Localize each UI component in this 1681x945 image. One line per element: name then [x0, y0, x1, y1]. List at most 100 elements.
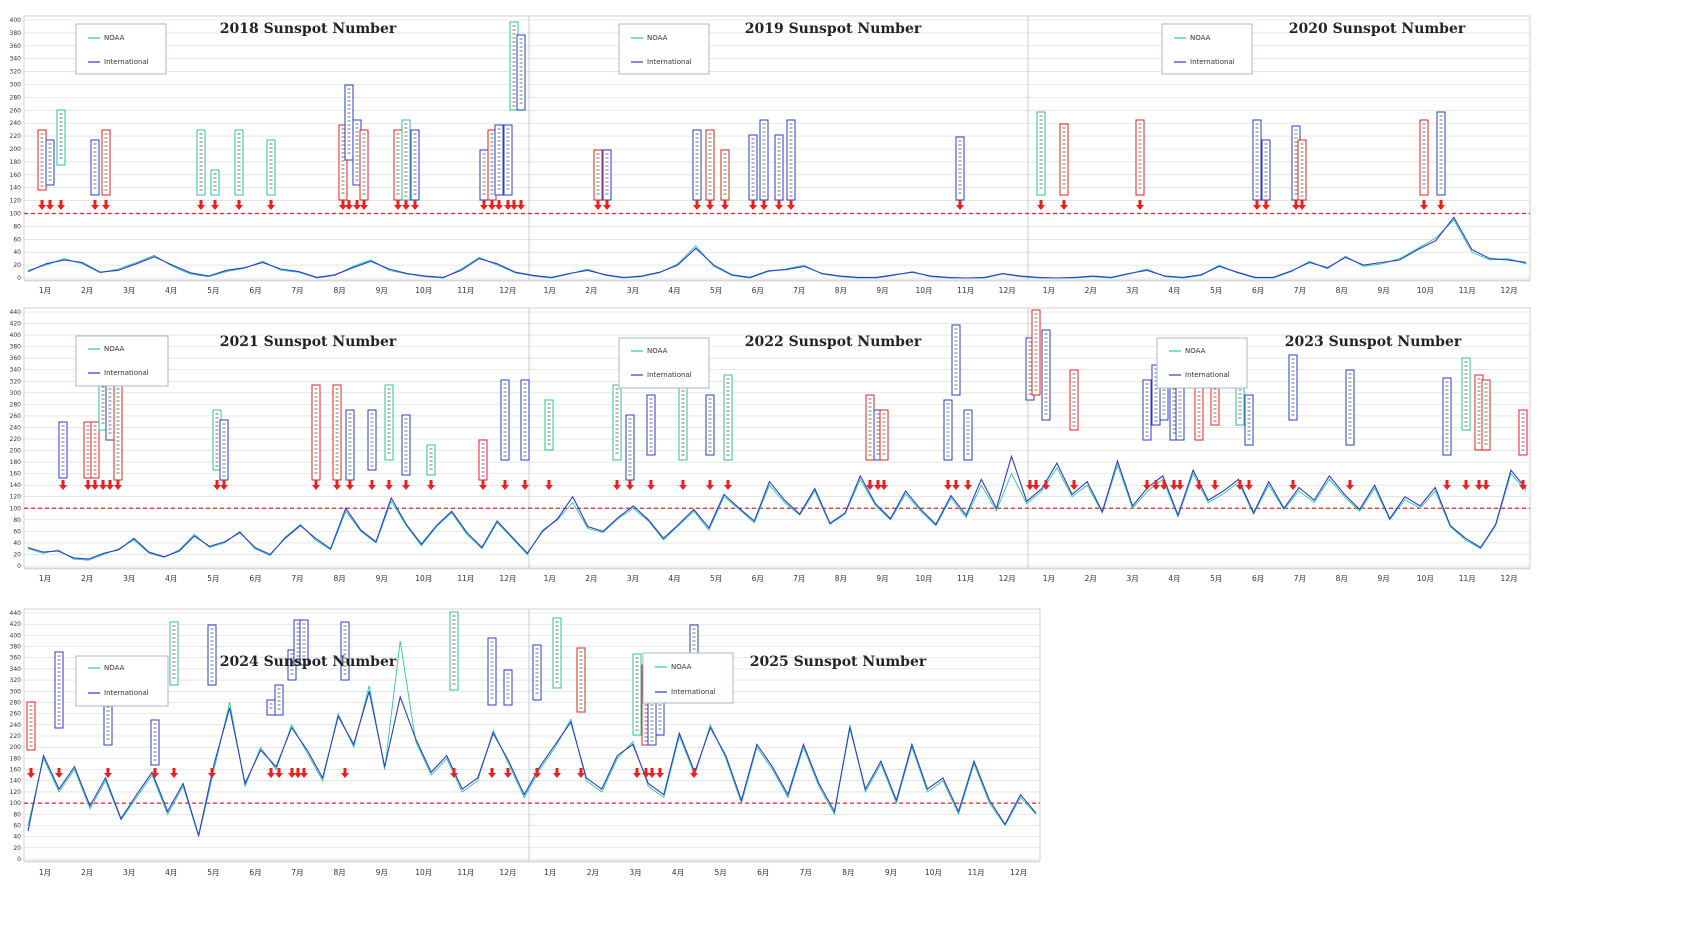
event-arrow-icon — [633, 768, 641, 778]
y-tick-label: 120 — [10, 789, 22, 796]
month-label: 9月 — [876, 574, 888, 583]
y-tick-label: 420 — [10, 621, 22, 628]
event-arrow-icon — [533, 768, 541, 778]
month-label: 7月 — [793, 286, 805, 295]
y-tick-label: 160 — [10, 471, 22, 478]
month-label: 12月 — [1501, 574, 1518, 583]
legend-international-label: International — [104, 689, 149, 697]
legend-2021: NOAA International — [75, 335, 169, 387]
event-arrow-icon — [1195, 480, 1203, 490]
y-tick-label: 80 — [13, 517, 21, 524]
event-annotation-box — [426, 444, 436, 476]
event-arrow-icon — [102, 200, 110, 210]
y-tick-label: 200 — [10, 744, 22, 751]
event-arrow-icon — [1262, 200, 1270, 210]
y-tick-label: 20 — [13, 551, 21, 558]
month-label: 1月 — [544, 286, 556, 295]
event-arrow-icon — [211, 200, 219, 210]
event-annotation-box — [384, 384, 394, 461]
event-arrow-icon — [114, 480, 122, 490]
event-annotation-box — [219, 419, 229, 481]
y-tick-label: 180 — [10, 159, 22, 166]
event-arrow-icon — [501, 480, 509, 490]
y-tick-label: 320 — [10, 677, 22, 684]
y-tick-label: 200 — [10, 448, 22, 455]
month-label: 6月 — [249, 868, 261, 877]
event-arrow-icon — [267, 200, 275, 210]
month-label: 8月 — [333, 574, 345, 583]
month-label: 8月 — [842, 868, 854, 877]
event-arrow-icon — [749, 200, 757, 210]
month-label: 11月 — [1459, 286, 1476, 295]
event-arrow-icon — [213, 480, 221, 490]
y-tick-label: 340 — [10, 56, 22, 63]
legend-2018: NOAA International — [75, 23, 167, 75]
month-label: 9月 — [376, 286, 388, 295]
month-label: 10月 — [1417, 286, 1434, 295]
event-annotation-box — [234, 129, 244, 196]
month-label: 6月 — [752, 574, 764, 583]
event-arrow-icon — [1443, 480, 1451, 490]
event-annotation-box — [865, 394, 875, 461]
month-label: 2月 — [585, 574, 597, 583]
event-arrow-icon — [1253, 200, 1261, 210]
event-arrow-icon — [91, 200, 99, 210]
event-annotation-box — [345, 409, 355, 481]
event-arrow-icon — [642, 768, 650, 778]
legend-noaa-label: NOAA — [104, 34, 125, 42]
event-annotation-box — [1142, 379, 1152, 441]
event-annotation-box — [1345, 369, 1355, 446]
event-annotation-box — [516, 34, 526, 111]
y-tick-label: 300 — [10, 390, 22, 397]
event-annotation-box — [593, 149, 603, 201]
event-annotation-box — [299, 619, 309, 666]
month-label: 6月 — [1252, 574, 1264, 583]
month-label: 11月 — [457, 868, 474, 877]
y-tick-label: 0 — [17, 275, 21, 282]
y-tick-label: 240 — [10, 424, 22, 431]
event-annotation-box — [955, 136, 965, 201]
month-label: 4月 — [165, 286, 177, 295]
event-arrow-icon — [170, 768, 178, 778]
event-annotation-box — [340, 621, 350, 681]
y-tick-label: 160 — [10, 767, 22, 774]
event-arrow-icon — [267, 768, 275, 778]
event-annotation-box — [393, 129, 403, 201]
event-arrow-icon — [99, 480, 107, 490]
event-arrow-icon — [106, 480, 114, 490]
month-label: 12月 — [499, 574, 516, 583]
event-arrow-icon — [1060, 200, 1068, 210]
legend-noaa-label: NOAA — [104, 664, 125, 672]
month-label: 11月 — [968, 868, 985, 877]
event-arrow-icon — [208, 768, 216, 778]
y-tick-label: 0 — [17, 856, 21, 863]
event-arrow-icon — [368, 480, 376, 490]
event-arrow-icon — [545, 480, 553, 490]
event-arrow-icon — [874, 480, 882, 490]
event-arrow-icon — [333, 480, 341, 490]
chart-panel-2018-2020: 4003803603403203002802602402202001801601… — [10, 15, 1531, 295]
event-arrow-icon — [235, 200, 243, 210]
month-label: 3月 — [627, 574, 639, 583]
y-tick-label: 200 — [10, 146, 22, 153]
y-tick-label: 220 — [10, 133, 22, 140]
y-tick-label: 40 — [13, 249, 21, 256]
legend-international-label: International — [671, 688, 716, 696]
event-arrow-icon — [1176, 480, 1184, 490]
month-label: 12月 — [499, 286, 516, 295]
chart-panel-2024-2025: 4404204003803603403203002802602402202001… — [10, 608, 1041, 877]
month-label: 5月 — [207, 286, 219, 295]
event-arrow-icon — [1026, 480, 1034, 490]
month-label: 10月 — [916, 286, 933, 295]
event-arrow-icon — [1462, 480, 1470, 490]
month-label: 7月 — [1294, 574, 1306, 583]
y-tick-label: 440 — [10, 309, 22, 316]
event-arrow-icon — [1136, 200, 1144, 210]
event-arrow-icon — [1160, 480, 1168, 490]
event-annotation-box — [1481, 379, 1491, 451]
event-arrow-icon — [706, 200, 714, 210]
event-arrow-icon — [706, 480, 714, 490]
month-label: 8月 — [835, 574, 847, 583]
month-label: 5月 — [710, 574, 722, 583]
month-label: 12月 — [999, 286, 1016, 295]
